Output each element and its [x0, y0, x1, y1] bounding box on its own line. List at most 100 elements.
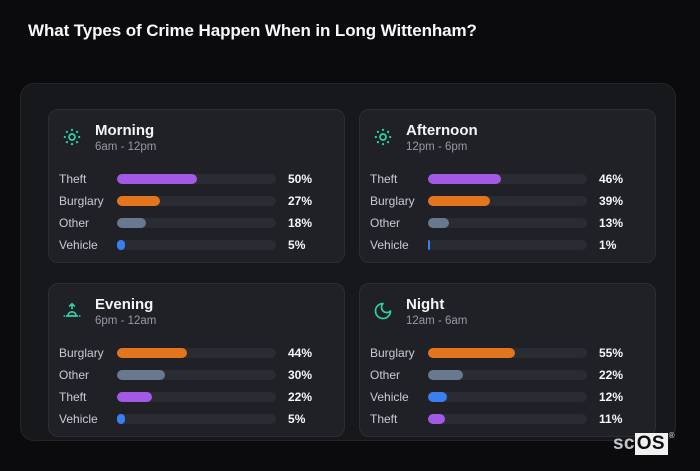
panel-night: Night 12am - 6am Burglary 55% Other 22% …	[359, 283, 656, 437]
bar-value: 5%	[288, 238, 306, 252]
bar-track	[117, 240, 276, 250]
scos-watermark: sc OS ®	[613, 425, 675, 455]
bar-track	[428, 196, 587, 206]
registered-trademark-icon: ®	[668, 431, 675, 440]
bar-chart: Theft 50% Burglary 27% Other 18% Vehicle…	[59, 168, 328, 256]
bar-value: 30%	[288, 368, 313, 382]
bar-label: Vehicle	[370, 390, 409, 404]
bar-row: Other 30%	[59, 364, 328, 386]
bar-track	[428, 370, 587, 380]
bar-value: 46%	[599, 172, 624, 186]
bar-track	[117, 414, 276, 424]
crime-dashboard-container: Morning 6am - 12pm Theft 50% Burglary 27…	[20, 83, 676, 441]
bar-label: Other	[370, 216, 401, 230]
panel-time-range: 12pm - 6pm	[406, 141, 468, 153]
bar-fill	[428, 414, 446, 424]
bar-value: 27%	[288, 194, 313, 208]
bar-label: Other	[59, 368, 90, 382]
watermark-prefix: sc	[613, 433, 635, 454]
panel-title: Night	[406, 296, 445, 313]
bar-label: Burglary	[59, 346, 104, 360]
bar-row: Vehicle 12%	[370, 386, 639, 408]
bar-value: 50%	[288, 172, 313, 186]
bar-value: 11%	[599, 412, 623, 426]
moon-icon	[373, 301, 393, 321]
bar-track	[117, 392, 276, 402]
bar-label: Other	[59, 216, 90, 230]
bar-value: 12%	[599, 390, 624, 404]
bar-row: Vehicle 5%	[59, 408, 328, 430]
bar-value: 5%	[288, 412, 306, 426]
bar-fill	[428, 196, 490, 206]
bar-chart: Theft 46% Burglary 39% Other 13% Vehicle…	[370, 168, 639, 256]
sun-icon	[373, 127, 393, 147]
bar-label: Burglary	[370, 194, 415, 208]
bar-row: Burglary 27%	[59, 190, 328, 212]
sunrise-icon	[62, 301, 82, 321]
bar-chart: Burglary 55% Other 22% Vehicle 12% Theft…	[370, 342, 639, 430]
bar-row: Burglary 55%	[370, 342, 639, 364]
bar-fill	[428, 174, 502, 184]
bar-row: Theft 46%	[370, 168, 639, 190]
bar-label: Theft	[59, 390, 87, 404]
panel-evening-header: Evening 6pm - 12am	[59, 296, 328, 327]
bar-value: 18%	[288, 216, 313, 230]
bar-value: 1%	[599, 238, 617, 252]
panel-morning-header: Morning 6am - 12pm	[59, 122, 328, 153]
bar-fill	[117, 240, 125, 250]
panel-title: Evening	[95, 296, 154, 313]
bar-value: 44%	[288, 346, 313, 360]
bar-fill	[428, 392, 448, 402]
bar-track	[428, 392, 587, 402]
bar-label: Other	[370, 368, 401, 382]
panel-title: Morning	[95, 122, 155, 139]
bar-track	[428, 414, 587, 424]
panel-afternoon-header: Afternoon 12pm - 6pm	[370, 122, 639, 153]
bar-fill	[428, 348, 516, 358]
bar-row: Vehicle 1%	[370, 234, 639, 256]
bar-track	[428, 348, 587, 358]
bar-row: Theft 11%	[370, 408, 639, 430]
bar-label: Burglary	[59, 194, 104, 208]
bar-track	[428, 174, 587, 184]
bar-row: Vehicle 5%	[59, 234, 328, 256]
bar-label: Burglary	[370, 346, 415, 360]
page-title: What Types of Crime Happen When in Long …	[28, 21, 477, 40]
bar-track	[117, 370, 276, 380]
bar-fill	[117, 414, 125, 424]
bar-row: Burglary 44%	[59, 342, 328, 364]
bar-label: Theft	[370, 172, 398, 186]
bar-row: Other 18%	[59, 212, 328, 234]
bar-row: Burglary 39%	[370, 190, 639, 212]
bar-fill	[117, 196, 160, 206]
bar-chart: Burglary 44% Other 30% Theft 22% Vehicle…	[59, 342, 328, 430]
bar-fill	[117, 392, 152, 402]
bar-value: 39%	[599, 194, 624, 208]
bar-track	[428, 240, 587, 250]
bar-fill	[428, 240, 430, 250]
bar-fill	[117, 218, 146, 228]
panel-time-range: 6am - 12pm	[95, 141, 157, 153]
bar-fill	[117, 348, 187, 358]
bar-row: Other 13%	[370, 212, 639, 234]
bar-track	[117, 348, 276, 358]
bar-fill	[117, 370, 165, 380]
bar-row: Other 22%	[370, 364, 639, 386]
bar-value: 22%	[599, 368, 624, 382]
bar-track	[117, 196, 276, 206]
bar-value: 55%	[599, 346, 624, 360]
bar-track	[117, 174, 276, 184]
bar-track	[117, 218, 276, 228]
panel-night-header: Night 12am - 6am	[370, 296, 639, 327]
bar-track	[428, 218, 587, 228]
bar-fill	[117, 174, 197, 184]
bar-label: Vehicle	[370, 238, 409, 252]
bar-label: Vehicle	[59, 412, 98, 426]
bar-value: 22%	[288, 390, 313, 404]
panel-evening: Evening 6pm - 12am Burglary 44% Other 30…	[48, 283, 345, 437]
panel-time-range: 6pm - 12am	[95, 315, 157, 327]
panel-title: Afternoon	[406, 122, 478, 139]
bar-value: 13%	[599, 216, 624, 230]
bar-fill	[428, 218, 449, 228]
sun-icon	[62, 127, 82, 147]
